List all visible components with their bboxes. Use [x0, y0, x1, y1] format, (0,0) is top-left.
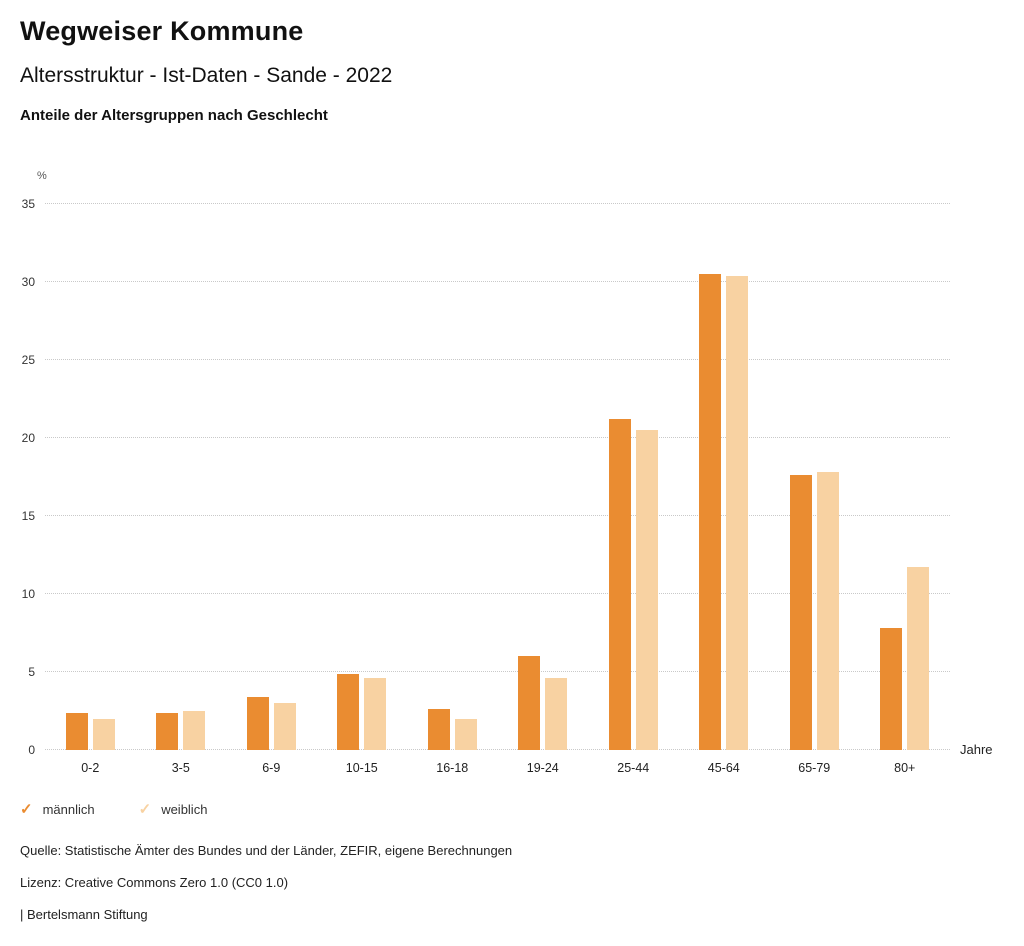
bar-group-3-5 [136, 204, 227, 750]
gridline [45, 671, 950, 672]
y-tick-label: 10 [21, 587, 35, 602]
footer: Quelle: Statistische Ämter des Bundes un… [20, 843, 1004, 922]
x-tick-label: 6-9 [262, 761, 281, 775]
bar-group-16-18 [407, 204, 498, 750]
plot-area: Jahre 0 5 10 15 20 25 30 35 [22, 197, 993, 757]
source-note: Quelle: Statistische Ämter des Bundes un… [20, 843, 513, 858]
y-tick-label: 35 [21, 197, 35, 211]
legend-item-weiblich[interactable]: ✓ weiblich [139, 800, 208, 818]
chart-page: Wegweiser Kommune Altersstruktur - Ist-D… [0, 16, 1024, 946]
gridline [45, 281, 950, 282]
bar-männlich-16-18[interactable] [427, 709, 450, 750]
y-axis-unit-label: % [37, 170, 47, 182]
gridline [45, 593, 950, 594]
bar-männlich-19-24[interactable] [518, 656, 541, 750]
bar-group-80+ [860, 204, 951, 750]
bar-männlich-80+[interactable] [880, 628, 903, 750]
bar-weiblich-10-15[interactable] [364, 678, 387, 750]
x-axis-unit-label: Jahre [960, 742, 993, 757]
x-tick-label: 25-44 [617, 761, 650, 775]
x-tick-label: 80+ [894, 761, 916, 775]
bar-group-65-79 [769, 204, 860, 750]
chart-subtitle: Altersstruktur - Ist-Daten - Sande - 202… [20, 64, 393, 87]
bar-group-10-15 [317, 204, 408, 750]
bar-group-19-24 [498, 204, 589, 750]
gridline [45, 515, 950, 516]
bar-weiblich-3-5[interactable] [183, 711, 206, 750]
page-title: Wegweiser Kommune [20, 16, 304, 46]
attribution: | Bertelsmann Stiftung [20, 907, 148, 922]
y-tick-label: 20 [21, 431, 35, 446]
x-tick-label: 16-18 [436, 761, 469, 775]
bar-group-45-64 [679, 204, 770, 750]
bar-group-0-2 [45, 204, 136, 750]
bar-männlich-10-15[interactable] [337, 673, 360, 750]
bar-weiblich-80+[interactable] [907, 567, 930, 750]
gridline [45, 359, 950, 360]
legend-item-männlich[interactable]: ✓ männlich [20, 800, 95, 818]
x-tick-label: 65-79 [798, 761, 831, 775]
bar-männlich-45-64[interactable] [699, 274, 722, 750]
bar-weiblich-0-2[interactable] [92, 718, 115, 750]
x-tick-label: 0-2 [81, 761, 100, 775]
check-icon: ✓ [138, 801, 152, 818]
bar-weiblich-45-64[interactable] [726, 275, 749, 750]
y-tick-label: 15 [21, 509, 35, 523]
legend: ✓ männlich ✓ weiblich [20, 800, 1004, 818]
bar-weiblich-25-44[interactable] [635, 430, 658, 750]
chart-caption: Anteile der Altersgruppen nach Geschlech… [20, 107, 328, 124]
x-tick-label: 3-5 [171, 761, 190, 775]
y-tick-label: 30 [21, 275, 35, 289]
y-tick-label: 25 [21, 353, 35, 367]
bar-groups [45, 204, 950, 750]
x-tick-label: 19-24 [526, 761, 559, 775]
bar-weiblich-6-9[interactable] [273, 703, 296, 750]
gridline [45, 203, 950, 204]
chart: % Jahre 0 5 10 15 20 25 30 35 0-2 3-5 6-9 10-15 16-… [22, 170, 993, 775]
legend-label: männlich [42, 801, 95, 817]
bar-weiblich-19-24[interactable] [545, 678, 568, 750]
license-note: Lizenz: Creative Commons Zero 1.0 (CC0 1… [20, 875, 289, 890]
bar-männlich-6-9[interactable] [246, 696, 269, 750]
bar-männlich-25-44[interactable] [608, 419, 631, 750]
bar-weiblich-16-18[interactable] [454, 718, 477, 750]
legend-label: weiblich [161, 801, 208, 817]
bar-männlich-0-2[interactable] [65, 712, 88, 750]
gridline [45, 437, 950, 438]
bar-männlich-3-5[interactable] [156, 712, 179, 750]
y-tick-label: 0 [28, 743, 35, 757]
x-axis: 0-2 3-5 6-9 10-15 16-18 19-24 25-44 45-64 65-79 8… [45, 761, 950, 775]
x-tick-label: 10-15 [345, 761, 378, 775]
bar-männlich-65-79[interactable] [789, 475, 812, 750]
bar-group-6-9 [226, 204, 317, 750]
bar-weiblich-65-79[interactable] [816, 472, 839, 750]
x-tick-label: 45-64 [707, 761, 740, 775]
bar-group-25-44 [588, 204, 679, 750]
y-tick-label: 5 [28, 665, 35, 680]
gridline [45, 749, 950, 750]
check-icon: ✓ [20, 801, 33, 818]
